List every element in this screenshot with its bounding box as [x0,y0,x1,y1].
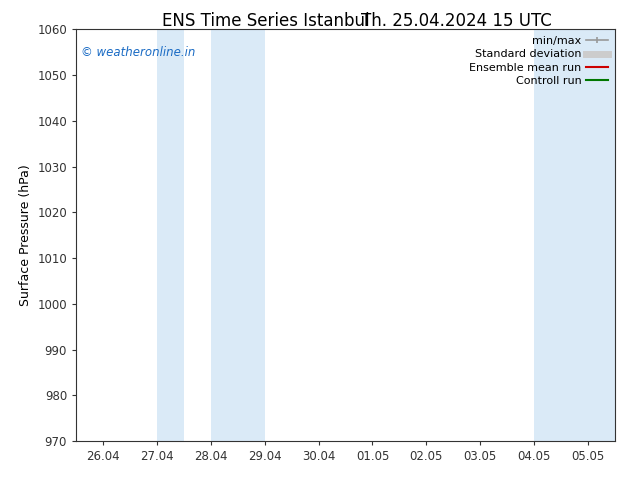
Y-axis label: Surface Pressure (hPa): Surface Pressure (hPa) [19,164,32,306]
Text: Th. 25.04.2024 15 UTC: Th. 25.04.2024 15 UTC [361,12,552,30]
Bar [610,29,618,441]
Bar [210,29,265,441]
Text: © weatheronline.in: © weatheronline.in [81,46,196,59]
Bar [157,29,184,441]
Legend: min/max, Standard deviation, Ensemble mean run, Controll run: min/max, Standard deviation, Ensemble me… [465,32,612,91]
Text: ENS Time Series Istanbul: ENS Time Series Istanbul [162,12,370,30]
Bar [534,29,561,441]
Bar [561,29,610,441]
